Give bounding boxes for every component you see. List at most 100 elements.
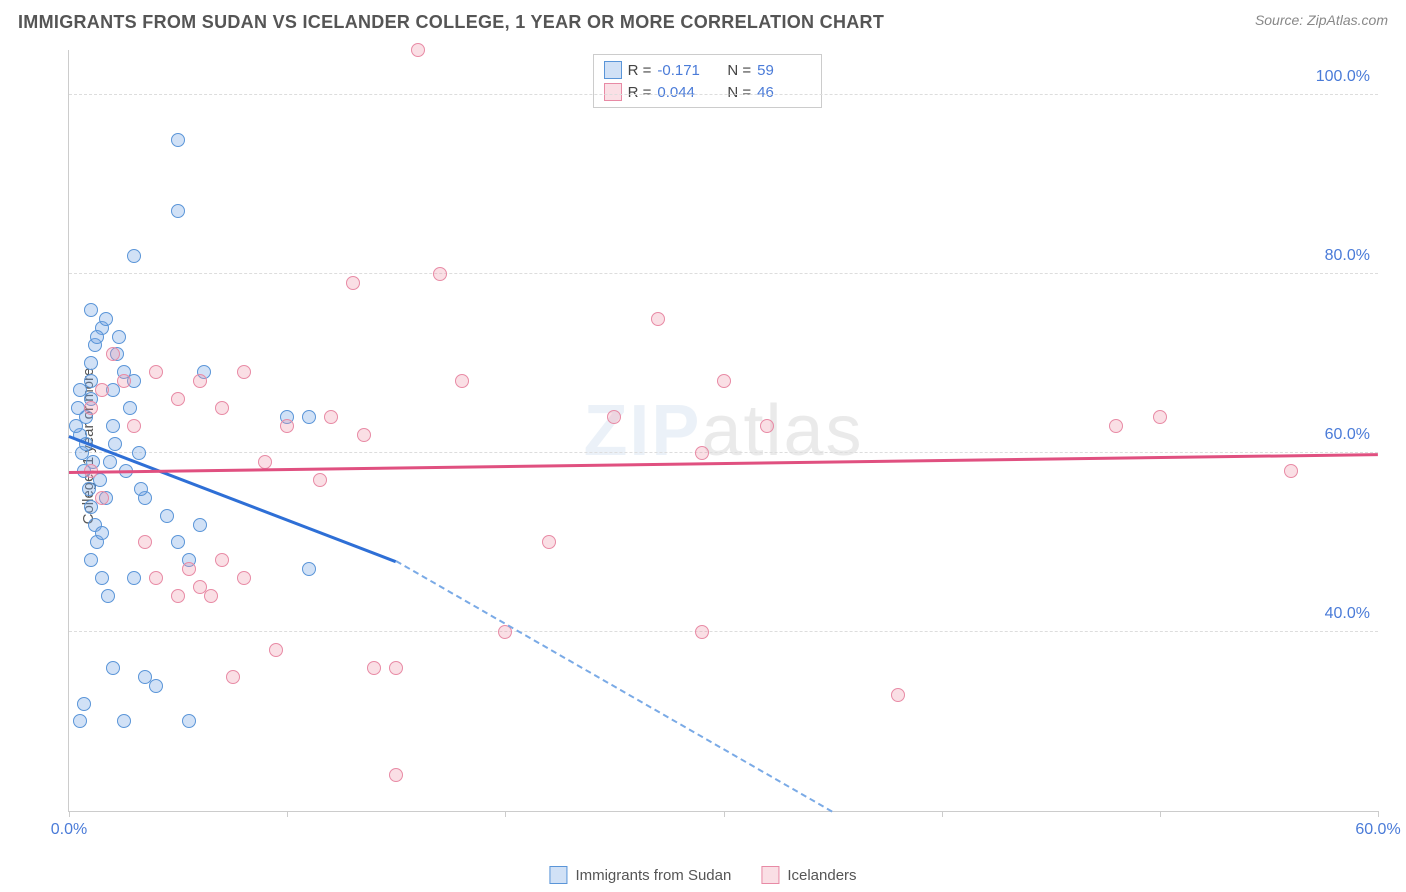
trend-line [396,560,833,812]
data-point [215,401,229,415]
data-point [302,562,316,576]
data-point [127,571,141,585]
data-point [149,571,163,585]
x-tick-label: 60.0% [1355,821,1400,839]
data-point [226,670,240,684]
legend-n-value: 46 [757,84,811,101]
legend-series-label: Immigrants from Sudan [575,867,731,884]
data-point [760,419,774,433]
data-point [106,347,120,361]
data-point [367,661,381,675]
data-point [84,303,98,317]
data-point [302,410,316,424]
data-point [269,643,283,657]
legend-stats-row: R = -0.171N = 59 [604,59,812,81]
trend-line [69,435,397,563]
data-point [313,473,327,487]
data-point [280,419,294,433]
legend-swatch [761,866,779,884]
x-tick [505,811,506,817]
data-point [132,446,146,460]
data-point [106,661,120,675]
data-point [171,535,185,549]
y-tick-label: 40.0% [1325,605,1370,623]
data-point [77,697,91,711]
watermark: ZIPatlas [583,390,863,472]
data-point [171,204,185,218]
data-point [127,419,141,433]
data-point [324,410,338,424]
data-point [204,589,218,603]
legend-series-item: Icelanders [761,866,856,884]
data-point [717,374,731,388]
legend-r-label: R = [628,84,652,101]
x-tick [1378,811,1379,817]
data-point [108,437,122,451]
data-point [90,330,104,344]
data-point [258,455,272,469]
watermark-thin: atlas [701,391,863,471]
data-point [651,312,665,326]
data-point [69,419,83,433]
legend-series: Immigrants from Sudan Icelanders [549,866,856,884]
y-tick-label: 80.0% [1325,247,1370,265]
data-point [193,518,207,532]
gridline [69,631,1378,632]
legend-series-label: Icelanders [787,867,856,884]
data-point [182,714,196,728]
data-point [695,446,709,460]
data-point [1109,419,1123,433]
chart-container: College, 1 year or more ZIPatlas R = -0.… [18,50,1388,842]
data-point [123,401,137,415]
data-point [149,679,163,693]
legend-series-item: Immigrants from Sudan [549,866,731,884]
legend-stats-row: R = 0.044 N = 46 [604,81,812,103]
data-point [182,562,196,576]
page-title: IMMIGRANTS FROM SUDAN VS ICELANDER COLLE… [18,12,884,33]
data-point [433,267,447,281]
data-point [215,553,229,567]
data-point [160,509,174,523]
legend-swatch [604,83,622,101]
data-point [607,410,621,424]
data-point [84,553,98,567]
x-tick [287,811,288,817]
legend-r-value: -0.171 [657,62,711,79]
gridline [69,273,1378,274]
data-point [1284,464,1298,478]
data-point [95,526,109,540]
legend-n-label: N = [727,62,751,79]
data-point [237,571,251,585]
legend-stats: R = -0.171N = 59R = 0.044N = 46 [593,54,823,108]
data-point [149,365,163,379]
data-point [106,419,120,433]
data-point [134,482,148,496]
gridline [69,452,1378,453]
data-point [95,571,109,585]
data-point [71,401,85,415]
data-point [117,714,131,728]
data-point [1153,410,1167,424]
scatter-plot: ZIPatlas R = -0.171N = 59R = 0.044N = 46… [68,50,1378,812]
data-point [73,714,87,728]
source-text: Source: ZipAtlas.com [1255,12,1388,28]
data-point [103,455,117,469]
data-point [542,535,556,549]
data-point [95,383,109,397]
legend-r-value: 0.044 [657,84,711,101]
data-point [171,589,185,603]
legend-swatch [604,61,622,79]
legend-swatch [549,866,567,884]
data-point [84,356,98,370]
data-point [357,428,371,442]
x-tick [69,811,70,817]
data-point [171,392,185,406]
x-tick [1160,811,1161,817]
legend-n-label: N = [727,84,751,101]
data-point [389,661,403,675]
y-tick-label: 60.0% [1325,426,1370,444]
data-point [117,374,131,388]
data-point [138,535,152,549]
legend-r-label: R = [628,62,652,79]
data-point [695,625,709,639]
